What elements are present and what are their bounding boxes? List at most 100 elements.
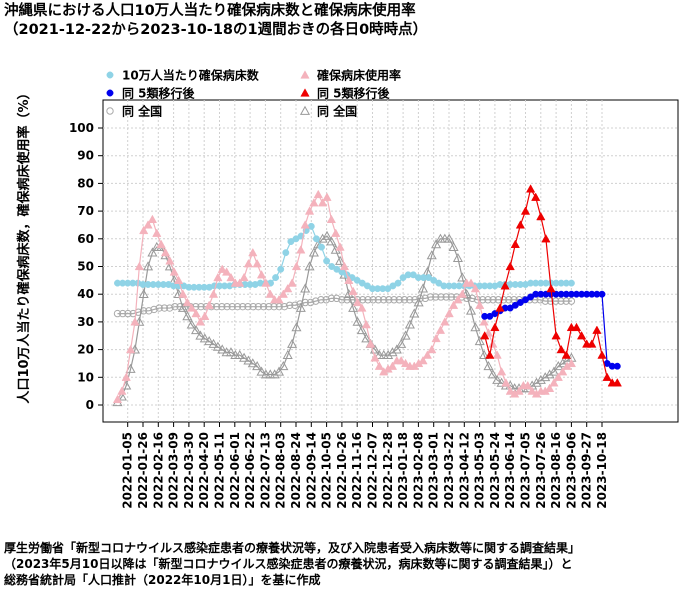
x-tick-label: 2023-05-24 <box>488 432 502 509</box>
point-usage_national <box>243 355 254 365</box>
point-usage_okinawa <box>147 214 158 224</box>
point-usage_okinawa <box>558 367 568 376</box>
point-usage_okinawa <box>492 350 502 359</box>
legend-item-usage_national: 同 全国 <box>299 104 357 119</box>
point-beds_national <box>113 309 122 318</box>
point-beds_national <box>557 297 565 305</box>
point-beds_national <box>421 294 430 303</box>
point-usage_okinawa <box>283 283 293 293</box>
point-usage_okinawa_post <box>485 350 495 359</box>
point-usage_national <box>321 230 333 240</box>
grid-lines <box>103 100 678 422</box>
point-usage_okinawa <box>479 317 489 326</box>
point-beds_national <box>306 298 315 307</box>
point-usage_okinawa <box>496 367 507 376</box>
point-usage_okinawa_post <box>602 372 612 381</box>
point-usage_national <box>186 319 197 329</box>
x-tick-label: 2022-12-07 <box>366 432 380 509</box>
point-usage_okinawa_post <box>480 331 490 340</box>
point-beds_national <box>338 296 346 304</box>
x-tick-label: 2022-11-16 <box>350 432 364 509</box>
point-usage_okinawa <box>274 295 284 304</box>
x-tick-label: 2023-07-05 <box>519 432 533 509</box>
point-usage_okinawa <box>357 303 367 312</box>
legend-marker-usage_okinawa_post <box>300 88 310 97</box>
legend-label-beds_okinawa_post: 同 5類移行後 <box>122 86 196 101</box>
x-tick-label: 2023-03-22 <box>442 432 456 509</box>
point-beds_national <box>150 305 158 314</box>
point-beds_national <box>437 293 445 301</box>
point-usage_okinawa <box>243 259 254 268</box>
point-usage_okinawa <box>134 261 144 271</box>
point-usage_okinawa_post <box>587 339 597 348</box>
point-usage_okinawa <box>143 220 153 229</box>
x-tick-label: 2022-07-13 <box>258 432 272 509</box>
point-beds_okinawa_post <box>613 362 621 370</box>
point-usage_national <box>138 288 149 299</box>
point-beds_national <box>442 293 450 301</box>
point-beds_national <box>359 296 367 304</box>
point-usage_okinawa <box>544 383 555 392</box>
point-usage_okinawa <box>226 272 236 282</box>
point-usage_okinawa <box>121 372 131 381</box>
point-usage_national <box>308 247 319 257</box>
x-tick-label: 2022-06-22 <box>243 432 257 509</box>
point-usage_okinawa <box>466 278 476 287</box>
point-usage_okinawa <box>366 339 376 348</box>
point-usage_okinawa <box>457 289 467 298</box>
point-usage_okinawa_post <box>592 325 602 334</box>
point-beds_national <box>468 294 476 303</box>
point-usage_okinawa <box>117 386 127 395</box>
point-usage_okinawa <box>488 339 498 348</box>
point-usage_national <box>557 358 568 368</box>
point-usage_national <box>487 369 498 379</box>
point-usage_okinawa <box>505 386 515 395</box>
point-usage_okinawa <box>335 242 345 251</box>
point-usage_okinawa <box>248 247 258 257</box>
point-beds_national <box>254 302 263 311</box>
point-usage_national <box>465 305 477 315</box>
point-usage_okinawa <box>256 270 267 279</box>
point-usage_national <box>147 247 158 257</box>
point-usage_national <box>295 302 306 312</box>
point-usage_okinawa <box>448 300 459 309</box>
point-usage_national <box>247 358 258 368</box>
series-beds_national <box>113 293 576 318</box>
point-usage_national <box>369 344 381 354</box>
point-beds_national <box>239 302 247 311</box>
point-usage_okinawa_post <box>551 331 561 340</box>
point-beds_national <box>405 296 414 304</box>
point-usage_okinawa_post <box>612 378 622 387</box>
point-beds_okinawa <box>312 235 320 243</box>
x-tick-label: 2022-03-30 <box>182 432 196 509</box>
x-tick-label: 2023-04-12 <box>457 432 471 509</box>
series-usage_okinawa_post <box>480 184 622 387</box>
point-usage_okinawa <box>523 380 533 390</box>
point-usage_okinawa <box>470 283 481 293</box>
point-usage_national <box>269 369 280 379</box>
point-usage_okinawa <box>549 378 559 387</box>
point-usage_okinawa <box>213 272 223 282</box>
x-tick-label: 2022-02-16 <box>151 432 165 509</box>
point-beds_national <box>124 309 132 318</box>
point-usage_national <box>304 261 315 271</box>
legend-item-usage_okinawa: 確保病床使用率 <box>300 68 401 83</box>
point-usage_okinawa <box>396 355 406 365</box>
point-beds_national <box>541 297 550 305</box>
point-usage_okinawa <box>191 308 201 318</box>
point-usage_okinawa_post <box>490 322 500 332</box>
point-beds_okinawa <box>277 265 285 273</box>
point-usage_okinawa <box>125 344 136 354</box>
point-usage_national <box>273 366 285 376</box>
point-beds_national <box>145 307 153 315</box>
point-usage_national <box>548 366 559 376</box>
point-usage_national <box>348 302 359 312</box>
point-usage_national <box>470 322 481 332</box>
point-beds_national <box>432 293 440 301</box>
point-usage_okinawa <box>313 189 323 199</box>
point-beds_national <box>223 302 231 311</box>
x-tick-label: 2022-10-26 <box>335 432 349 509</box>
point-usage_okinawa <box>309 198 319 207</box>
point-usage_national <box>191 324 202 335</box>
point-usage_national <box>479 349 490 359</box>
